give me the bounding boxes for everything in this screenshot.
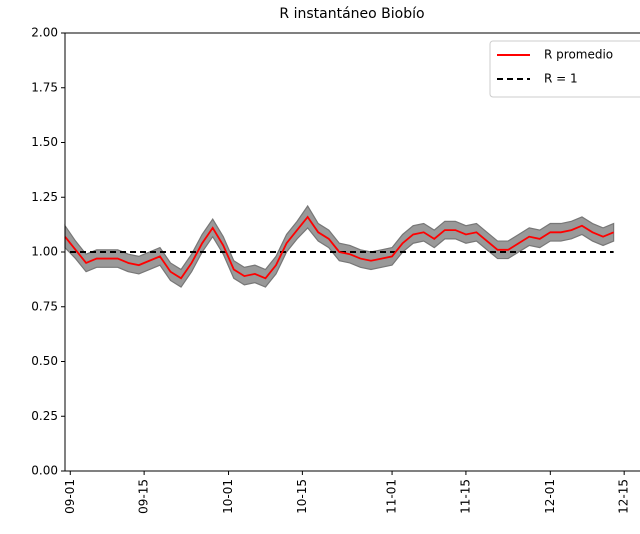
x-tick-label: 10-01	[221, 479, 235, 514]
y-tick-label: 1.75	[31, 80, 58, 94]
chart-title: R instantáneo Biobío	[279, 6, 424, 22]
x-tick-label: 11-15	[458, 479, 472, 514]
confidence-band	[64, 204, 615, 288]
x-tick-label: 11-01	[385, 479, 399, 514]
x-tick-label: 09-15	[137, 479, 151, 514]
x-tick-label: 10-15	[295, 479, 309, 514]
y-tick-label: 0.25	[31, 409, 58, 423]
y-tick-label: 1.50	[31, 135, 58, 149]
x-tick-label: 12-01	[543, 479, 557, 514]
x-tick-label: 12-15	[617, 479, 631, 514]
legend-label: R = 1	[544, 72, 578, 86]
y-tick-label: 1.25	[31, 190, 58, 204]
series-line	[64, 215, 614, 280]
legend: R promedio R = 1	[489, 40, 640, 98]
y-tick-label: 0.00	[31, 464, 58, 478]
x-tick-label: 09-01	[63, 479, 77, 514]
y-tick-label: 1.00	[31, 245, 58, 259]
y-tick-label: 0.50	[31, 354, 58, 368]
y-tick-label: 0.75	[31, 299, 58, 313]
legend-label: R promedio	[544, 48, 613, 62]
y-tick-label: 2.00	[31, 26, 58, 40]
